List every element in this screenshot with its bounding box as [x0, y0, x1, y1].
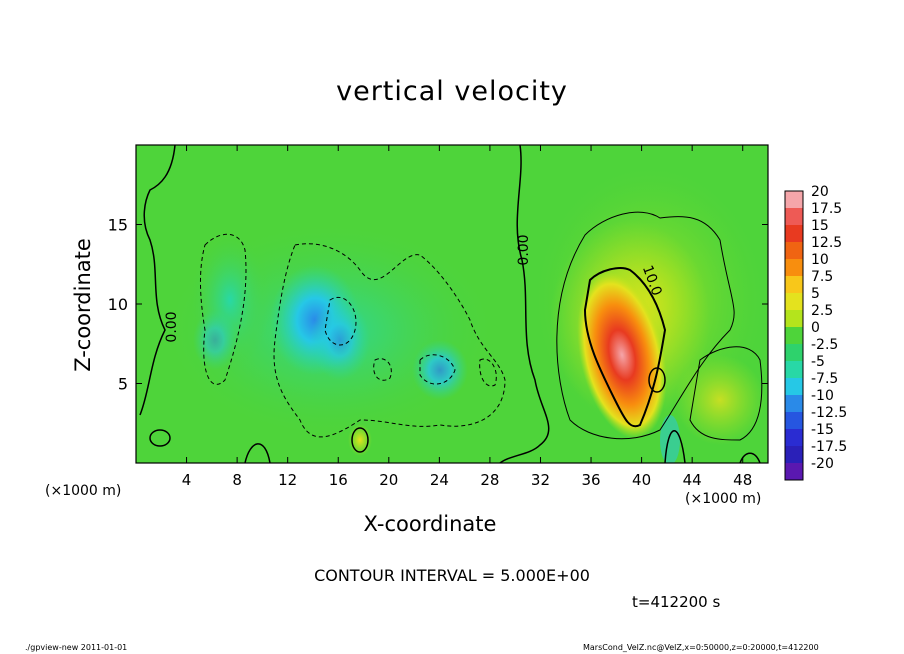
contour-label: 0.00: [164, 311, 180, 342]
x-tick-label: 16: [329, 471, 348, 489]
colorbar-swatch: [785, 259, 803, 276]
colorbar-label: 15: [811, 218, 829, 234]
x-tick-label: 8: [232, 471, 242, 489]
chart-title: vertical velocity: [336, 76, 568, 107]
colorbar-swatch: [785, 344, 803, 361]
colorbar-label: 20: [811, 184, 829, 200]
colorbar-swatch: [785, 446, 803, 463]
colorbar-label: 12.5: [811, 235, 842, 251]
contour-label: 0.00: [516, 234, 532, 265]
y-axis-label: Z-coordinate: [71, 238, 95, 372]
colorbar-swatch: [785, 242, 803, 259]
colorbar-label: -17.5: [811, 439, 847, 455]
colorbar-label: 0: [811, 320, 820, 336]
x-tick-label: 40: [632, 471, 651, 489]
x-tick-label: 20: [379, 471, 398, 489]
colorbar-label: 17.5: [811, 201, 842, 217]
colorbar-label: -2.5: [811, 337, 838, 353]
colorbar-swatch: [785, 327, 803, 344]
colorbar-label: 2.5: [811, 303, 833, 319]
colorbar-swatch: [785, 395, 803, 412]
colorbar-swatch: [785, 429, 803, 446]
colorbar-swatch: [785, 276, 803, 293]
colorbar-swatch: [785, 378, 803, 395]
x-tick-label: 12: [278, 471, 297, 489]
contour-interval-text: CONTOUR INTERVAL = 5.000E+00: [314, 566, 590, 585]
colorbar-swatch: [785, 208, 803, 225]
colorbar-swatch: [785, 225, 803, 242]
colorbar-label: -12.5: [811, 405, 847, 421]
y-tick-label: 15: [108, 216, 128, 235]
colorbar-label: 7.5: [811, 269, 833, 285]
time-stamp: t=412200 s: [632, 593, 721, 611]
x-axis-ticks: 4 8 12 16 20 24 28 32 36 40 44 48: [182, 145, 752, 489]
z-unit-label: (×1000 m): [45, 483, 122, 499]
colorbar-swatch: [785, 412, 803, 429]
x-tick-label: 28: [480, 471, 499, 489]
colorbar-swatch: [785, 191, 803, 208]
y-tick-label: 5: [118, 375, 128, 394]
colorbar-swatch: [785, 310, 803, 327]
x-tick-label: 36: [581, 471, 600, 489]
colorbar-swatch: [785, 463, 803, 480]
colorbar-label: 10: [811, 252, 829, 268]
y-tick-label: 10: [108, 295, 128, 314]
colorbar-swatch: [785, 293, 803, 310]
x-tick-label: 4: [182, 471, 192, 489]
footer-file-info: MarsCond_VelZ.nc@VelZ,x=0:50000,z=0:2000…: [583, 643, 819, 652]
velocity-field: [136, 145, 768, 463]
colorbar: 2017.51512.5107.552.50-2.5-5-7.5-10-12.5…: [784, 184, 847, 481]
x-axis-label: X-coordinate: [363, 512, 497, 536]
x-unit-label: (×1000 m): [685, 491, 762, 507]
x-tick-label: 32: [531, 471, 550, 489]
y-axis-ticks: 5 10 15: [108, 216, 768, 394]
x-tick-label: 24: [430, 471, 449, 489]
colorbar-label: -7.5: [811, 371, 838, 387]
colorbar-swatch: [785, 361, 803, 378]
x-tick-label: 48: [733, 471, 752, 489]
colorbar-label: -15: [811, 422, 834, 438]
colorbar-label: 5: [811, 286, 820, 302]
colorbar-frame: [784, 190, 804, 481]
x-tick-label: 44: [683, 471, 702, 489]
footer-program-info: ./gpview-new 2011-01-01: [25, 643, 128, 652]
colorbar-label: -5: [811, 354, 825, 370]
colorbar-label: -10: [811, 388, 834, 404]
colorbar-label: -20: [811, 456, 834, 472]
